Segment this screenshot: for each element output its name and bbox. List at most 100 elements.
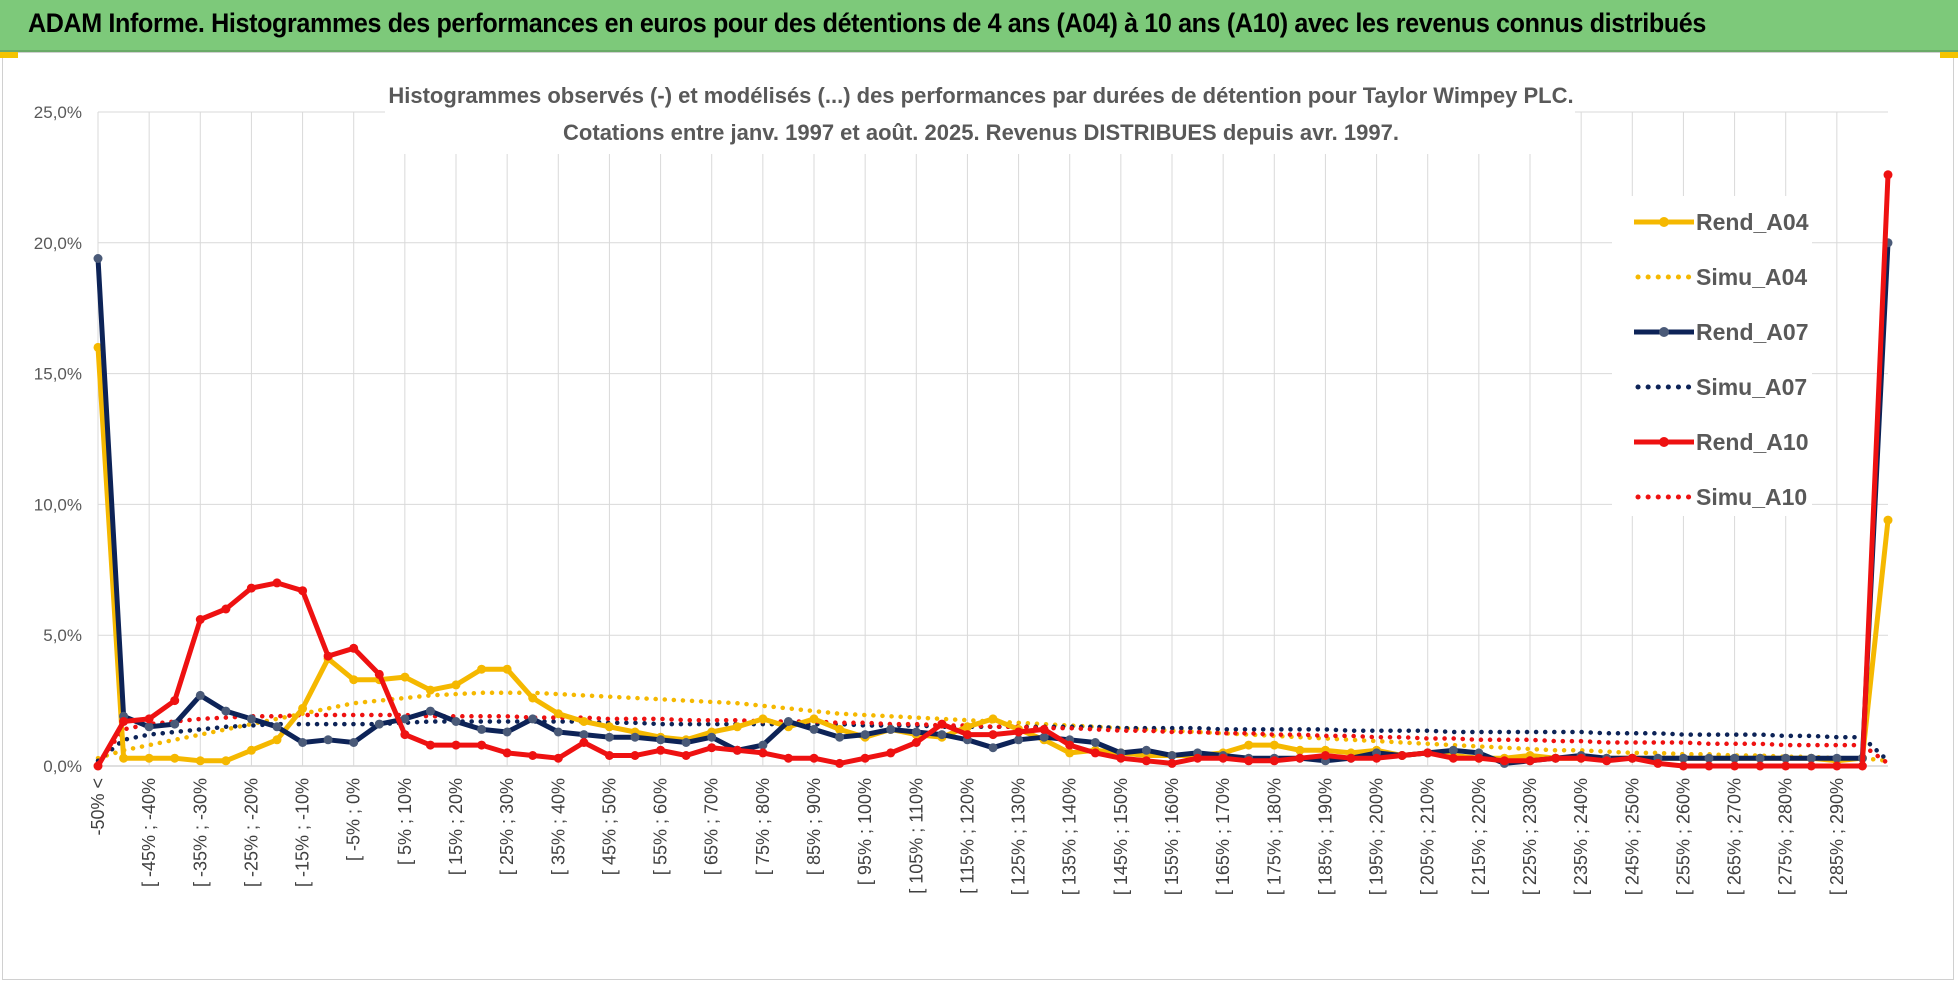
x-tick-label: [ 25% ; 30% bbox=[497, 778, 517, 875]
x-tick-label: [ 285% ; 290% bbox=[1827, 778, 1847, 895]
data-point bbox=[1781, 761, 1791, 771]
data-point bbox=[1090, 748, 1100, 758]
data-point bbox=[144, 753, 154, 763]
data-point bbox=[246, 745, 256, 755]
data-point bbox=[1193, 753, 1203, 763]
data-point bbox=[93, 254, 103, 263]
data-point bbox=[1397, 751, 1407, 760]
data-point bbox=[221, 604, 231, 614]
data-point bbox=[451, 680, 461, 690]
data-point bbox=[758, 748, 768, 758]
data-point bbox=[707, 743, 717, 753]
data-point bbox=[962, 730, 972, 740]
data-point bbox=[272, 722, 282, 732]
data-point bbox=[477, 740, 487, 750]
legend-marker bbox=[1659, 327, 1669, 337]
corner-accent-left bbox=[0, 52, 18, 58]
x-tick-label: [ 145% ; 150% bbox=[1111, 778, 1131, 895]
data-point bbox=[835, 732, 845, 742]
x-tick-label: [ 255% ; 260% bbox=[1673, 778, 1693, 895]
data-point bbox=[1065, 740, 1075, 750]
data-point bbox=[298, 586, 308, 596]
data-point bbox=[1551, 753, 1561, 763]
x-tick-label: [ 35% ; 40% bbox=[548, 778, 568, 875]
data-point bbox=[425, 706, 435, 716]
data-point bbox=[1576, 753, 1586, 763]
data-point bbox=[835, 724, 845, 734]
legend-entry-simu-a04: Simu_A04 bbox=[1635, 264, 1807, 290]
x-tick-label: -50% < bbox=[88, 778, 108, 836]
legend-entry-rend-a07: Rend_A07 bbox=[1634, 319, 1808, 345]
x-tick-label: [ 235% ; 240% bbox=[1571, 778, 1591, 895]
legend-label: Simu_A10 bbox=[1696, 484, 1807, 510]
data-point bbox=[553, 727, 563, 737]
data-point bbox=[553, 709, 563, 719]
x-tick-label: [ -15% ; -10% bbox=[293, 778, 313, 887]
data-point bbox=[1755, 753, 1765, 763]
data-point bbox=[1244, 740, 1254, 750]
data-point bbox=[1116, 753, 1126, 763]
data-point bbox=[656, 745, 666, 755]
data-point bbox=[451, 740, 461, 750]
data-point bbox=[579, 717, 589, 726]
data-point bbox=[1372, 753, 1382, 763]
data-point bbox=[962, 722, 972, 732]
data-point bbox=[1806, 761, 1816, 771]
data-point bbox=[528, 693, 538, 703]
data-point bbox=[1832, 753, 1842, 763]
data-point bbox=[988, 743, 998, 753]
data-point bbox=[1269, 756, 1279, 766]
data-point bbox=[758, 714, 768, 724]
y-tick-label: 15,0% bbox=[34, 365, 82, 384]
data-point bbox=[1627, 753, 1637, 763]
x-tick-label: [ 115% ; 120% bbox=[957, 778, 977, 894]
data-point bbox=[195, 756, 205, 766]
data-point bbox=[425, 685, 435, 695]
x-tick-label: [ 45% ; 50% bbox=[599, 778, 619, 875]
x-tick-label: [ 155% ; 160% bbox=[1162, 778, 1182, 895]
data-point bbox=[502, 664, 512, 674]
series-lines bbox=[93, 170, 1893, 771]
legend-entry-simu-a07: Simu_A07 bbox=[1635, 374, 1807, 400]
legend: Rend_A04 Simu_A04 Rend_A07 Simu_A07 Rend_A10… bbox=[1634, 209, 1809, 510]
y-axis-ticks: 0,0% 5,0% 10,0% 15,0% 20,0% 25,0% bbox=[34, 103, 82, 776]
data-point bbox=[272, 578, 282, 588]
chart-subtitle: Cotations entre janv. 1997 et août. 2025… bbox=[563, 120, 1399, 145]
data-point bbox=[1218, 753, 1228, 763]
data-point bbox=[1857, 761, 1867, 771]
data-point bbox=[502, 727, 512, 737]
x-tick-label: [ 125% ; 130% bbox=[1009, 778, 1029, 895]
data-point bbox=[579, 730, 589, 740]
x-tick-label: [ -5% ; 0% bbox=[344, 778, 364, 861]
data-point bbox=[809, 714, 819, 724]
x-tick-label: [ 175% ; 180% bbox=[1264, 778, 1284, 895]
data-point bbox=[1014, 735, 1024, 745]
legend-entry-rend-a04: Rend_A04 bbox=[1634, 209, 1809, 235]
y-tick-label: 5,0% bbox=[43, 626, 82, 645]
data-point bbox=[1065, 748, 1075, 758]
data-point bbox=[221, 706, 231, 716]
data-point bbox=[425, 740, 435, 750]
data-point bbox=[323, 651, 333, 661]
data-point bbox=[732, 745, 742, 755]
data-point bbox=[349, 738, 359, 747]
legend-label: Rend_A10 bbox=[1696, 429, 1808, 455]
data-point bbox=[1525, 756, 1535, 766]
legend-marker bbox=[1659, 437, 1669, 447]
corner-accent-right bbox=[1940, 52, 1958, 58]
data-point bbox=[1167, 751, 1177, 760]
series-line bbox=[95, 719, 1891, 764]
data-point bbox=[579, 738, 589, 747]
x-tick-label: [ 275% ; 280% bbox=[1776, 778, 1796, 895]
data-point bbox=[1295, 753, 1305, 763]
data-point bbox=[1141, 756, 1151, 766]
data-point bbox=[1704, 753, 1714, 763]
data-point bbox=[937, 719, 947, 729]
data-point bbox=[1039, 732, 1049, 742]
data-point bbox=[246, 583, 256, 593]
data-point bbox=[1499, 756, 1509, 766]
data-point bbox=[119, 717, 129, 726]
data-point bbox=[911, 727, 921, 737]
data-point bbox=[298, 738, 308, 747]
x-tick-label: [ 165% ; 170% bbox=[1213, 778, 1233, 895]
